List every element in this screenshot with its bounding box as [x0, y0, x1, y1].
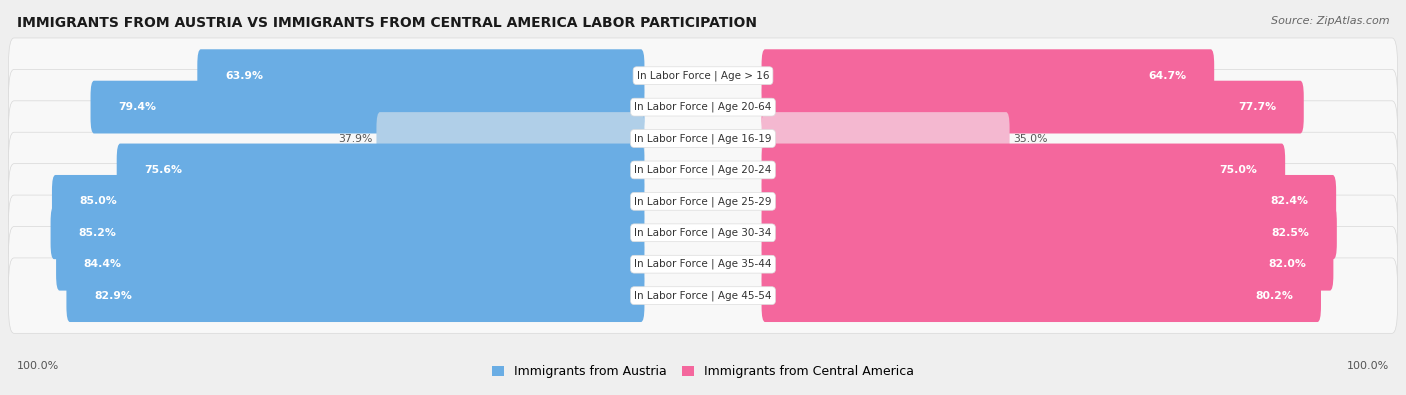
- FancyBboxPatch shape: [8, 164, 1398, 239]
- Text: In Labor Force | Age 45-54: In Labor Force | Age 45-54: [634, 290, 772, 301]
- FancyBboxPatch shape: [762, 238, 1333, 291]
- Text: 75.6%: 75.6%: [145, 165, 183, 175]
- Text: 35.0%: 35.0%: [1012, 134, 1047, 143]
- Text: 100.0%: 100.0%: [17, 361, 59, 371]
- Legend: Immigrants from Austria, Immigrants from Central America: Immigrants from Austria, Immigrants from…: [492, 365, 914, 378]
- Text: In Labor Force | Age 25-29: In Labor Force | Age 25-29: [634, 196, 772, 207]
- FancyBboxPatch shape: [762, 143, 1285, 196]
- Text: In Labor Force | Age 20-64: In Labor Force | Age 20-64: [634, 102, 772, 112]
- FancyBboxPatch shape: [762, 81, 1303, 134]
- Text: In Labor Force | Age 16-19: In Labor Force | Age 16-19: [634, 133, 772, 144]
- FancyBboxPatch shape: [8, 38, 1398, 113]
- Text: 37.9%: 37.9%: [339, 134, 373, 143]
- Text: 85.0%: 85.0%: [80, 196, 117, 206]
- Text: 75.0%: 75.0%: [1220, 165, 1257, 175]
- Text: In Labor Force | Age 35-44: In Labor Force | Age 35-44: [634, 259, 772, 269]
- Text: 63.9%: 63.9%: [225, 71, 263, 81]
- FancyBboxPatch shape: [66, 269, 644, 322]
- FancyBboxPatch shape: [762, 269, 1322, 322]
- FancyBboxPatch shape: [52, 175, 644, 228]
- Text: 84.4%: 84.4%: [83, 259, 122, 269]
- Text: Source: ZipAtlas.com: Source: ZipAtlas.com: [1271, 16, 1389, 26]
- FancyBboxPatch shape: [8, 132, 1398, 208]
- FancyBboxPatch shape: [8, 226, 1398, 302]
- Text: 85.2%: 85.2%: [79, 228, 117, 238]
- FancyBboxPatch shape: [8, 258, 1398, 333]
- FancyBboxPatch shape: [377, 112, 644, 165]
- FancyBboxPatch shape: [117, 143, 644, 196]
- FancyBboxPatch shape: [762, 49, 1215, 102]
- Text: 82.9%: 82.9%: [94, 291, 132, 301]
- Text: 82.4%: 82.4%: [1271, 196, 1309, 206]
- Text: 80.2%: 80.2%: [1256, 291, 1294, 301]
- Text: 82.0%: 82.0%: [1268, 259, 1306, 269]
- Text: 79.4%: 79.4%: [118, 102, 156, 112]
- FancyBboxPatch shape: [8, 101, 1398, 176]
- Text: IMMIGRANTS FROM AUSTRIA VS IMMIGRANTS FROM CENTRAL AMERICA LABOR PARTICIPATION: IMMIGRANTS FROM AUSTRIA VS IMMIGRANTS FR…: [17, 16, 756, 30]
- FancyBboxPatch shape: [762, 206, 1337, 259]
- Text: 82.5%: 82.5%: [1271, 228, 1309, 238]
- FancyBboxPatch shape: [762, 175, 1336, 228]
- FancyBboxPatch shape: [51, 206, 644, 259]
- Text: In Labor Force | Age 20-24: In Labor Force | Age 20-24: [634, 165, 772, 175]
- Text: In Labor Force | Age 30-34: In Labor Force | Age 30-34: [634, 228, 772, 238]
- FancyBboxPatch shape: [8, 70, 1398, 145]
- Text: In Labor Force | Age > 16: In Labor Force | Age > 16: [637, 70, 769, 81]
- Text: 64.7%: 64.7%: [1149, 71, 1187, 81]
- Text: 100.0%: 100.0%: [1347, 361, 1389, 371]
- FancyBboxPatch shape: [8, 195, 1398, 271]
- Text: 77.7%: 77.7%: [1239, 102, 1277, 112]
- FancyBboxPatch shape: [90, 81, 644, 134]
- FancyBboxPatch shape: [56, 238, 644, 291]
- FancyBboxPatch shape: [197, 49, 644, 102]
- FancyBboxPatch shape: [762, 112, 1010, 165]
